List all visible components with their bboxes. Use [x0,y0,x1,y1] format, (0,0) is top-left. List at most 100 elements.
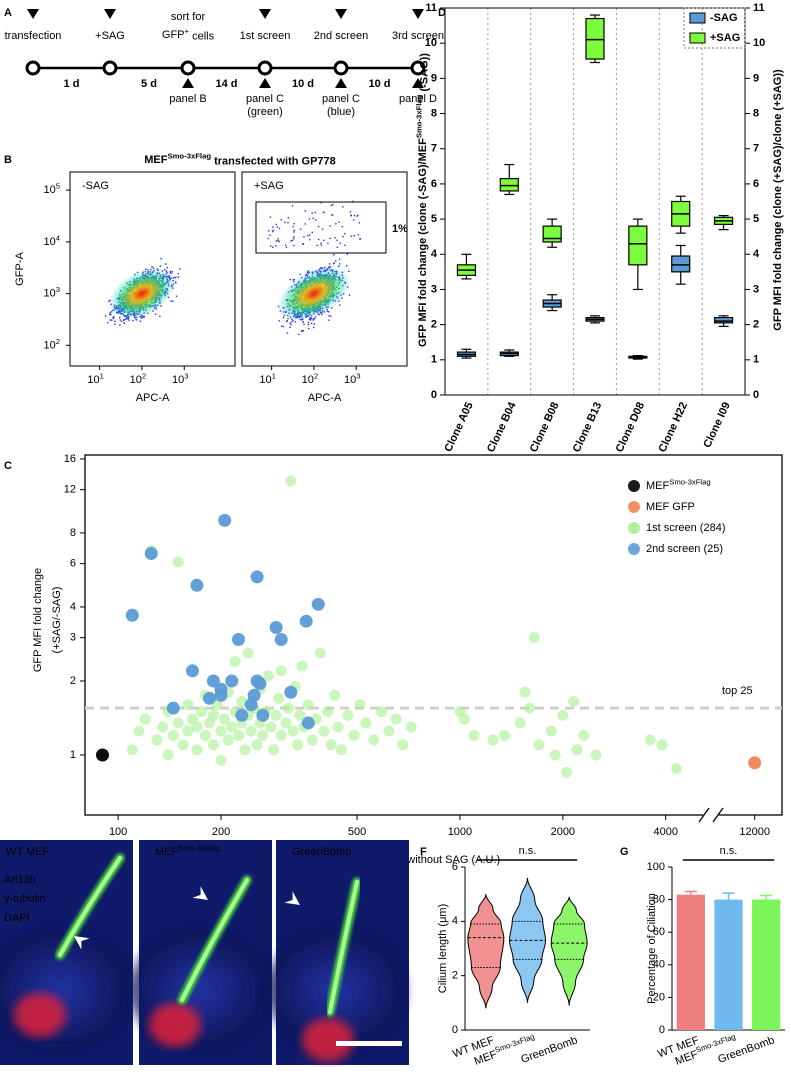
point [348,730,360,742]
legend-label: +SAG [710,32,740,44]
y2-tick-label: 4 [753,248,760,260]
text-part: 10 [43,184,55,196]
annotation: n.s. [519,845,537,857]
cell-event [293,222,295,225]
density [108,267,176,320]
bar [752,899,781,1030]
centrosome [302,1018,354,1062]
cell-event [299,228,302,230]
micrograph [0,840,133,1065]
cell-event [359,238,361,240]
point [265,721,277,733]
point [458,713,470,725]
arrowhead [284,891,300,905]
axis-break-gap [703,812,719,818]
bar [714,899,743,1030]
interval-label: 10 d [368,78,390,90]
cell-event [280,325,283,327]
point [498,730,510,742]
cell-event [302,242,305,245]
y-axis-label: Percentage of Ciliation [646,893,658,1004]
cell-event [294,321,297,323]
threshold-label: top 25 [722,685,753,697]
y-tick-label: 9 [431,72,437,84]
point [383,725,395,737]
violin [550,896,588,1006]
superscript: 4 [56,233,61,242]
point [242,647,254,659]
legend-marker [628,501,640,513]
cell-event [275,245,277,247]
panel-letter: G [620,846,629,858]
cell-event [175,276,177,278]
cell-event [290,323,292,326]
cilium [58,856,122,957]
cell-event [177,272,179,275]
point [191,744,203,756]
y-axis-label: GFP MFI fold change (clone (-SAG)/MEFSmo… [415,53,431,347]
plot-frame [84,454,783,816]
cell-event [119,324,121,326]
point [251,739,263,751]
centrosome [14,993,66,1037]
y-tick-label: 0 [431,389,437,401]
x-axis-label: APC-A [136,392,170,404]
cell-event [267,230,270,232]
cell-event [342,235,344,238]
image-title: MEFSmo-3xFlag [155,844,220,858]
y-axis-label: (+SAG/-SAG) [51,587,63,654]
cell-event [171,271,174,273]
x-tick-label: 12000 [739,826,770,838]
cell-event [357,234,360,236]
cell-event [335,223,337,225]
point [590,749,602,761]
point [528,632,540,644]
point [139,713,151,725]
cell-event [112,316,114,319]
point [195,706,207,718]
micrograph [129,840,272,1065]
cell-event [293,237,295,240]
cell-event [353,219,355,221]
superscript: 2 [314,372,318,381]
cell-event [310,317,313,320]
point [325,739,337,751]
point [390,713,402,725]
point [335,744,347,756]
cell-event [346,265,348,267]
stain-label: Arl13b [4,874,36,886]
point [280,717,292,729]
point [487,734,499,746]
cell-event [308,327,310,330]
cell-event [341,225,344,228]
panel-letter: C [4,460,12,472]
box [671,255,691,273]
cell-event [293,244,295,247]
point [222,734,234,746]
x-tick-label: 102 [302,372,319,386]
superscript: 1 [100,372,104,381]
cell-event [335,260,337,262]
point [269,620,283,634]
text-part: MEF [646,480,670,492]
point [236,696,248,708]
ref-arrow [412,78,424,88]
cell-event [275,223,278,226]
x-tick-label: Clone H22 [656,400,690,454]
cell-event [140,317,143,319]
event-arrow [412,9,424,19]
y-tick-label: 105 [43,182,60,196]
cell-event [289,278,292,281]
cell-event [269,234,271,236]
superscript: 3 [356,372,360,381]
text-part: 10 [87,374,99,386]
event-node [410,60,426,76]
y-tick-label: 16 [64,453,76,465]
superscript: 3 [184,372,188,381]
superscript: 5 [56,182,60,191]
arrowhead [74,936,90,950]
cell-event [301,329,304,332]
interval-label: 5 d [141,78,157,90]
text-part: MEF [155,846,179,858]
text-part: MEF [144,154,168,166]
